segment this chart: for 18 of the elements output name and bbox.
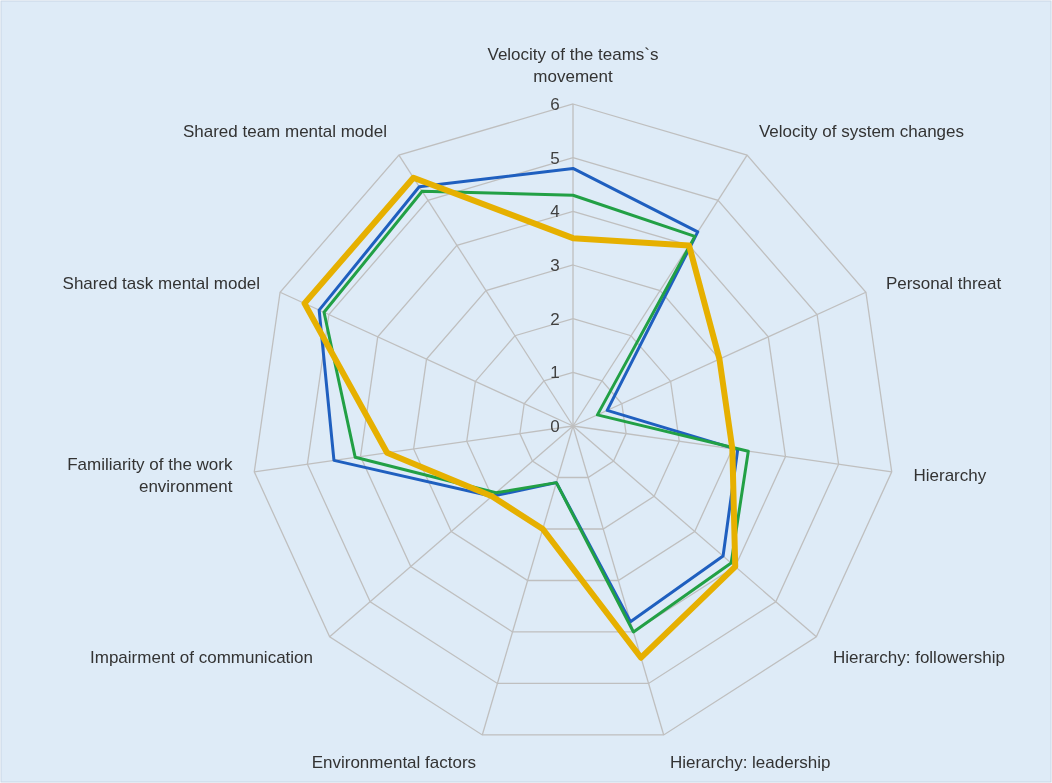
spoke-label: Hierarchy xyxy=(913,465,987,485)
spoke-label: Shared task mental model xyxy=(62,274,261,294)
spoke-label: Familiarity of the work environment xyxy=(67,454,233,496)
y-tick-label: 5 xyxy=(550,148,560,168)
spoke-label: Personal threat xyxy=(885,274,1002,294)
spoke-label: Hierarchy: followership xyxy=(832,648,1005,668)
y-tick-label: 1 xyxy=(550,363,560,383)
y-tick-label: 0 xyxy=(550,417,560,436)
y-tick-label: 4 xyxy=(550,202,560,222)
spoke-label: Environmental factors xyxy=(311,753,477,773)
y-tick-label: 3 xyxy=(550,256,560,275)
y-tick-label: 6 xyxy=(550,95,560,114)
spoke-label: Shared team mental model xyxy=(182,121,388,141)
y-tick-label: 2 xyxy=(550,309,560,329)
spoke-label: Hierarchy: leadership xyxy=(669,753,831,773)
spoke-label: Impairment of communication xyxy=(90,648,314,668)
spoke-label: Velocity of the teams`s movement xyxy=(487,45,659,86)
spoke-label: Velocity of system changes xyxy=(758,121,965,141)
